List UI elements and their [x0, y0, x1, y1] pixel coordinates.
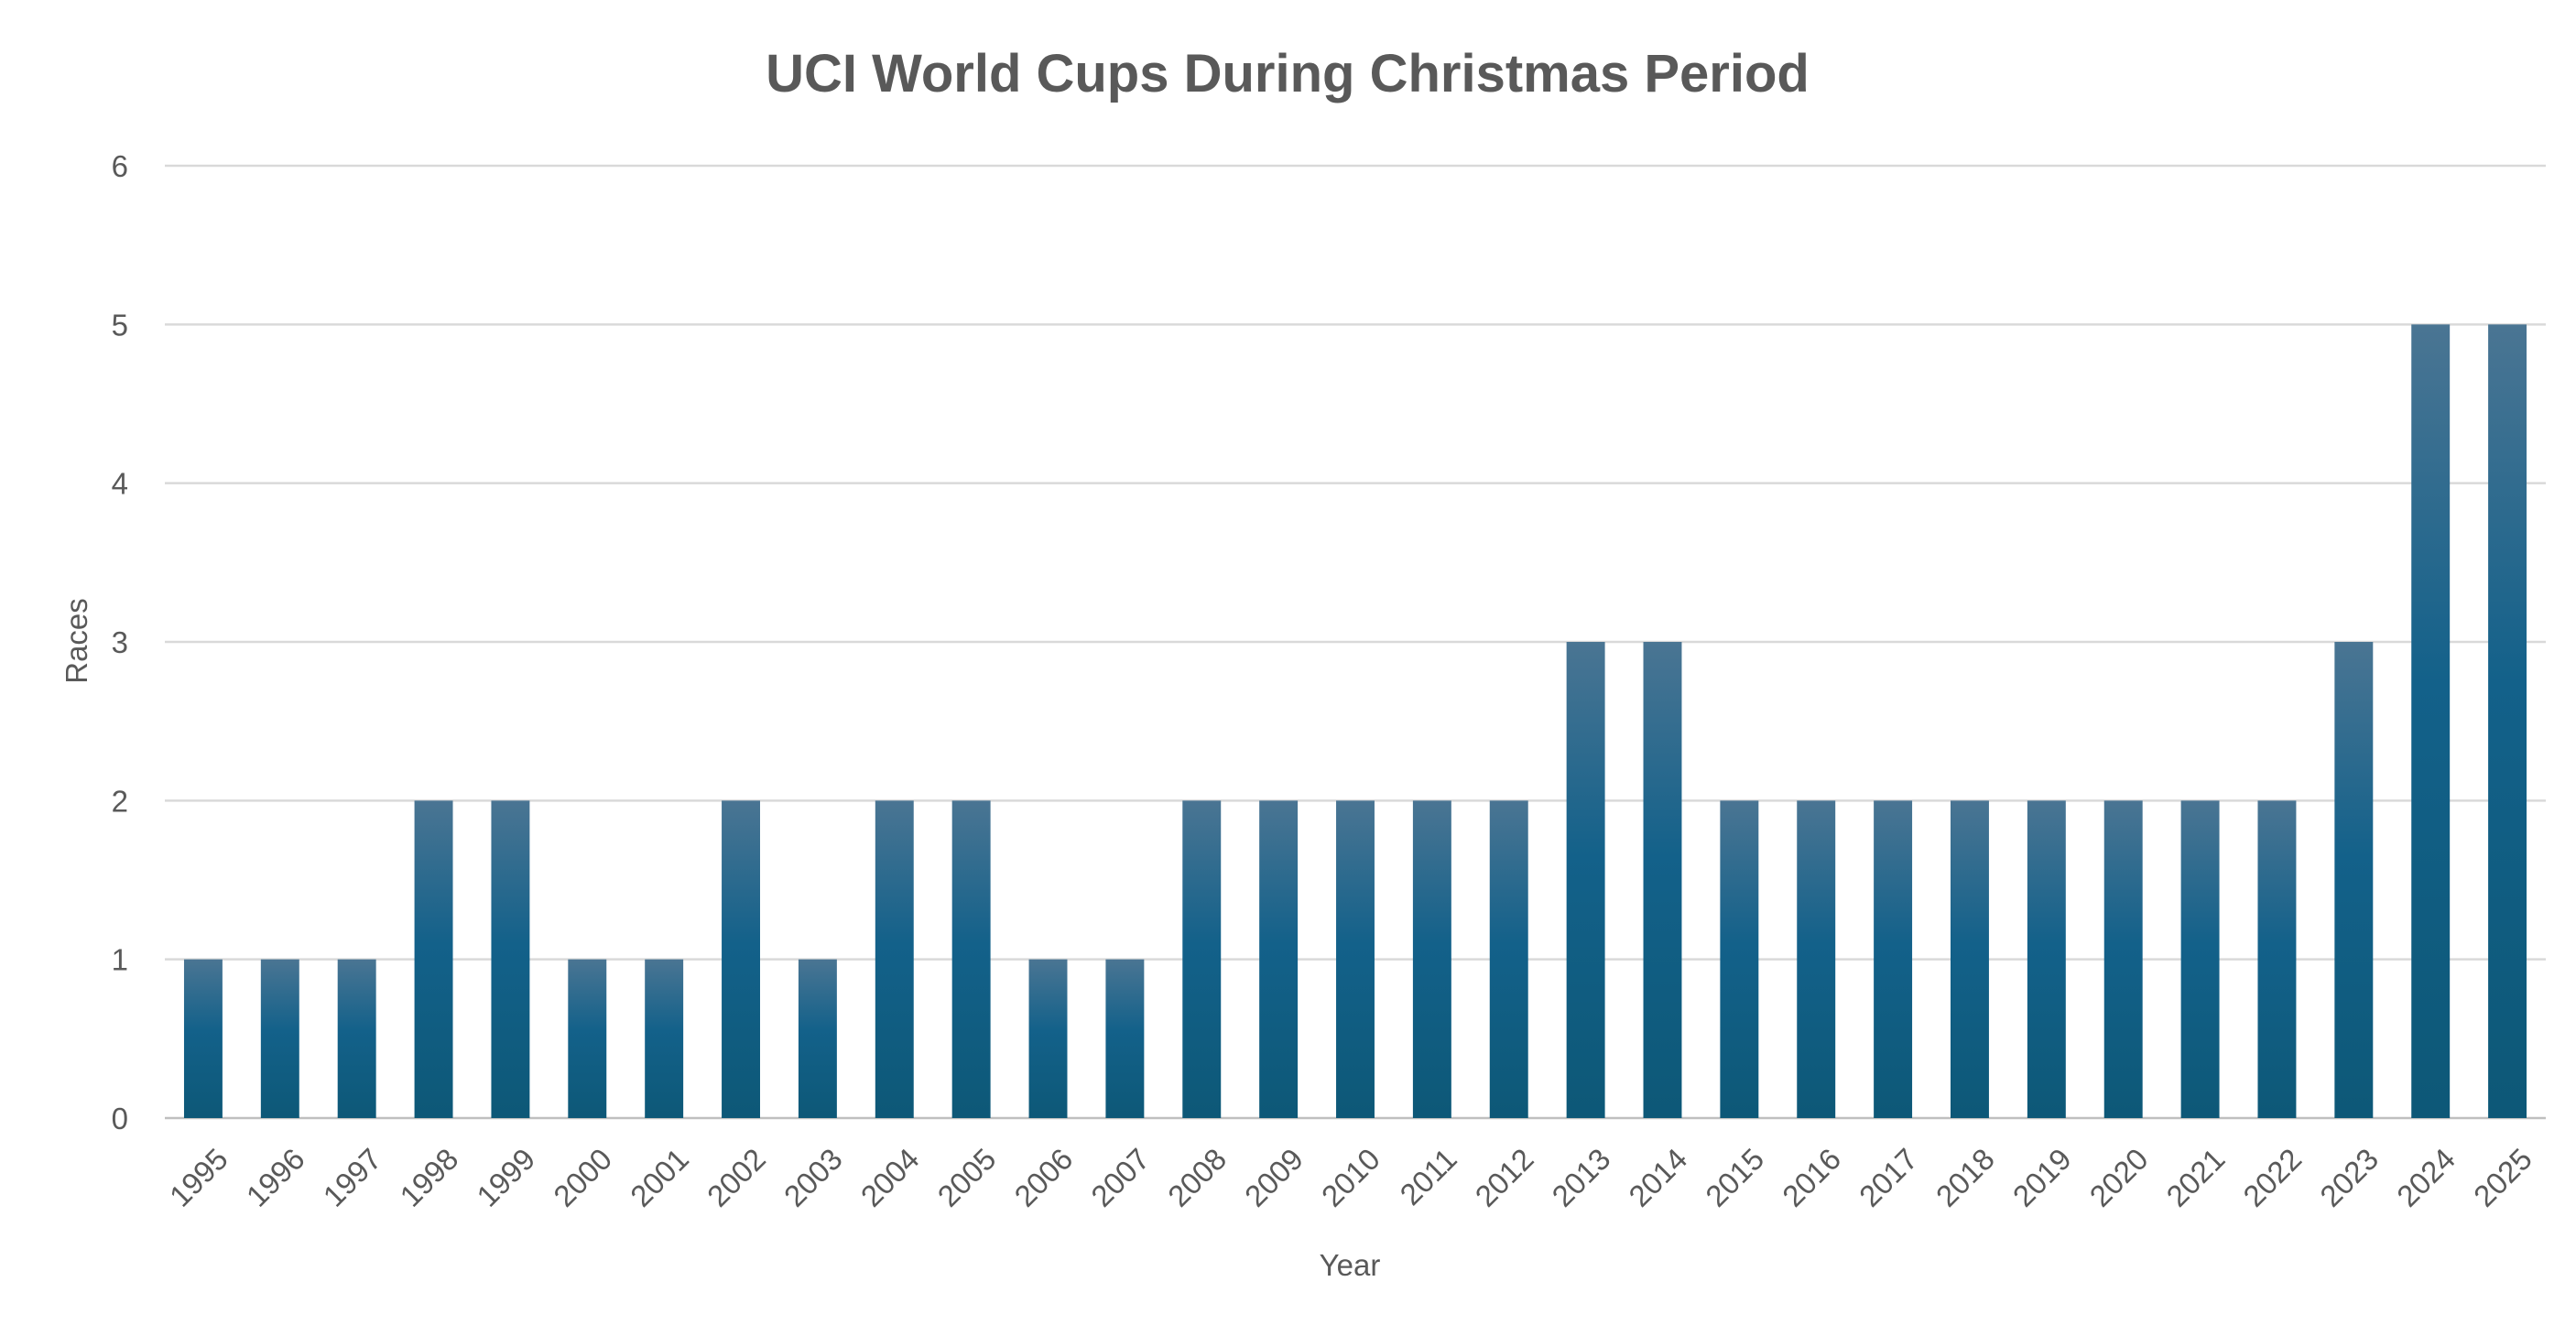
- y-tick-label: 4: [112, 467, 128, 501]
- bar-2015: [1720, 800, 1759, 1118]
- bar-1996: [260, 959, 299, 1118]
- x-tick-label: 2019: [2006, 1142, 2078, 1213]
- bar-1998: [414, 800, 453, 1118]
- bar-2016: [1797, 800, 1836, 1118]
- bar-2025: [2488, 324, 2527, 1118]
- bar-1999: [491, 800, 530, 1118]
- x-tick-label: 2009: [1238, 1142, 1310, 1213]
- x-tick-label: 2004: [854, 1142, 926, 1213]
- bar-1997: [337, 959, 376, 1118]
- x-tick-label: 1998: [393, 1142, 464, 1213]
- bar-2021: [2180, 800, 2220, 1118]
- bar-2014: [1643, 642, 1682, 1118]
- x-axis-ticks: 1995 1996 1997 1998 1999 2000 2001 2002 2003 2004…: [163, 1142, 2538, 1213]
- bar-2002: [722, 800, 760, 1118]
- bar-2011: [1412, 800, 1451, 1118]
- y-tick-label: 1: [112, 943, 128, 977]
- x-tick-label: 1996: [240, 1142, 311, 1213]
- bar-2024: [2411, 324, 2451, 1118]
- x-tick-label: 2007: [1084, 1142, 1156, 1213]
- bar-2004: [875, 800, 914, 1118]
- x-tick-label: 2003: [777, 1142, 849, 1213]
- bar-2007: [1105, 959, 1145, 1118]
- y-tick-label: 5: [112, 308, 128, 342]
- x-tick-label: 2013: [1545, 1142, 1616, 1213]
- bar-2010: [1336, 800, 1375, 1118]
- bar-2008: [1182, 800, 1222, 1118]
- x-tick-label: 2024: [2390, 1142, 2462, 1213]
- bar-2013: [1566, 642, 1605, 1118]
- x-tick-label: 2000: [547, 1142, 618, 1213]
- bar-2003: [798, 959, 837, 1118]
- bar-2022: [2257, 800, 2297, 1118]
- y-tick-label: 3: [112, 625, 128, 659]
- y-tick-label: 2: [112, 784, 128, 818]
- y-axis-ticks: 0 1 2 3 4 5 6: [112, 149, 128, 1135]
- bar-2000: [568, 959, 607, 1118]
- x-tick-label: 2008: [1161, 1142, 1233, 1213]
- bar-2006: [1028, 959, 1068, 1118]
- bar-2012: [1489, 800, 1528, 1118]
- x-tick-label: 2001: [624, 1142, 695, 1213]
- bar-2023: [2334, 642, 2374, 1118]
- x-tick-label: 2012: [1469, 1142, 1540, 1213]
- bar-2019: [2027, 800, 2066, 1118]
- bar-2020: [2103, 800, 2143, 1118]
- x-tick-label: 1997: [317, 1142, 388, 1213]
- x-tick-label: 2017: [1853, 1142, 1924, 1213]
- x-tick-label: 2010: [1315, 1142, 1386, 1213]
- bar-2017: [1874, 800, 1913, 1118]
- y-axis-title: Races: [60, 598, 93, 684]
- x-tick-label: 2015: [1699, 1142, 1770, 1213]
- chart-title: UCI World Cups During Christmas Period: [766, 44, 1810, 103]
- y-tick-label: 0: [112, 1102, 128, 1135]
- x-tick-label: 2014: [1622, 1142, 1693, 1213]
- x-tick-label: 2002: [701, 1142, 772, 1213]
- x-tick-label: 2011: [1393, 1142, 1462, 1211]
- x-tick-label: 2016: [1776, 1142, 1847, 1213]
- x-tick-label: 1995: [163, 1142, 234, 1213]
- y-tick-label: 6: [112, 149, 128, 183]
- x-tick-label: 2023: [2313, 1142, 2385, 1213]
- x-tick-label: 1999: [470, 1142, 541, 1213]
- x-tick-label: 2021: [2159, 1142, 2231, 1213]
- x-axis-title: Year: [1320, 1248, 1381, 1282]
- x-tick-label: 2025: [2467, 1142, 2538, 1213]
- x-tick-label: 2005: [930, 1142, 1002, 1213]
- bar-2018: [1951, 800, 1989, 1118]
- bar-1995: [183, 959, 223, 1118]
- x-tick-label: 2006: [1007, 1142, 1079, 1213]
- bar-2005: [951, 800, 991, 1118]
- bar-2001: [645, 959, 684, 1118]
- x-tick-label: 2018: [1929, 1142, 2001, 1213]
- x-tick-label: 2020: [2083, 1142, 2155, 1213]
- bar-2009: [1259, 800, 1299, 1118]
- x-tick-label: 2022: [2236, 1142, 2308, 1213]
- bars: [183, 324, 2527, 1118]
